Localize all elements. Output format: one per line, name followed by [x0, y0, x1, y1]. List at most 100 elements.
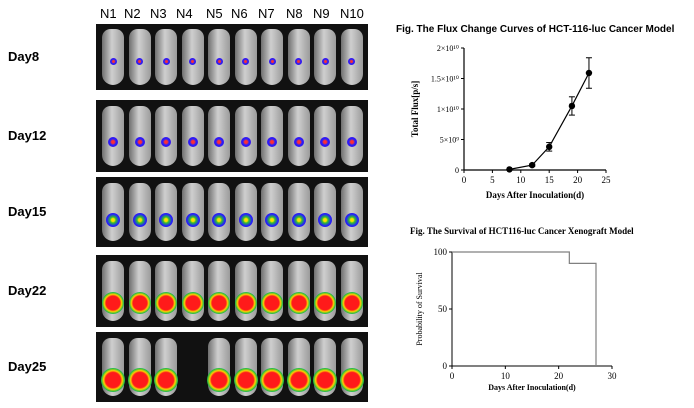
data-point — [506, 166, 513, 173]
x-axis-label: Days After Inoculation(d) — [488, 383, 576, 392]
mouse — [234, 260, 257, 322]
mouse — [314, 260, 336, 322]
x-tick-label: 20 — [573, 175, 583, 185]
mouse — [314, 182, 336, 242]
mouse — [260, 337, 284, 397]
x-axis-label: Days After Inoculation(d) — [486, 190, 584, 200]
survival-line — [452, 251, 597, 366]
x-tick-label: 25 — [602, 175, 612, 185]
mouse — [102, 105, 124, 167]
mouse — [314, 105, 336, 167]
mouse — [208, 105, 230, 167]
tumor-signal — [214, 137, 224, 148]
tumor-signal — [185, 213, 200, 228]
column-label: N9 — [313, 6, 330, 21]
mouse — [286, 337, 311, 397]
tumor-signal — [208, 292, 230, 315]
mouse — [154, 337, 178, 397]
mouse — [102, 182, 124, 242]
x-tick-label: 0 — [462, 175, 467, 185]
tumor-signal — [127, 368, 152, 393]
column-label: N5 — [206, 6, 223, 21]
imaging-panel — [96, 332, 368, 402]
mouse — [287, 260, 310, 322]
tumor-signal — [314, 292, 336, 315]
mouse — [287, 105, 310, 167]
mouse — [234, 105, 257, 167]
mouse — [181, 105, 204, 167]
day-label: Day8 — [8, 49, 40, 64]
x-tick-label: 30 — [608, 371, 618, 381]
x-tick-label: 0 — [450, 371, 455, 381]
tumor-signal — [212, 213, 226, 228]
y-tick-label: 0 — [455, 166, 459, 175]
mouse — [128, 182, 151, 242]
tumor-signal — [161, 137, 171, 148]
tumor-signal — [102, 292, 124, 315]
tumor-signal — [313, 368, 337, 393]
mouse — [155, 260, 177, 322]
mouse — [340, 105, 363, 167]
mouse — [313, 337, 337, 397]
mouse — [287, 182, 310, 242]
column-label: N1 — [100, 6, 117, 21]
day-label: Day15 — [8, 204, 47, 219]
day-label: Day25 — [8, 359, 47, 374]
mouse — [208, 29, 230, 85]
tumor-signal — [240, 137, 251, 148]
survival-chart: 0 10 20 30 0 50 100 Days After Inoculation(d) Pr… — [415, 247, 618, 392]
y-tick-label: 1×10¹⁰ — [437, 105, 459, 114]
mouse — [287, 29, 310, 85]
imaging-panel — [96, 177, 368, 247]
tumor-signal — [242, 58, 249, 66]
tumor-signal — [215, 58, 223, 66]
tumor-signal — [260, 368, 284, 393]
y-tick-label: 1.5×10¹⁰ — [431, 75, 459, 84]
tumor-signal — [128, 292, 151, 315]
x-tick-label: 10 — [516, 175, 526, 185]
tumor-signal — [136, 58, 143, 66]
tumor-signal — [287, 292, 310, 315]
column-label: N3 — [150, 6, 167, 21]
tumor-signal — [154, 368, 178, 393]
y-tick-label: 50 — [438, 304, 448, 314]
mouse — [128, 260, 151, 322]
data-point — [528, 161, 536, 169]
tumor-signal — [265, 213, 279, 228]
mouse — [128, 29, 151, 85]
tumor-signal — [101, 368, 125, 393]
tumor-signal — [189, 58, 196, 66]
mouse — [340, 260, 363, 322]
mouse — [207, 337, 231, 397]
y-tick-label: 2×10¹⁰ — [437, 44, 459, 53]
tumor-signal — [187, 137, 198, 148]
tumor-signal — [159, 213, 173, 228]
tumor-signal — [321, 58, 329, 66]
tumor-signal — [318, 213, 332, 228]
tumor-signal — [286, 368, 311, 393]
tumor-signal — [295, 58, 302, 66]
y-axis-label: Total Flux[p/s] — [410, 81, 420, 137]
tumor-signal — [132, 213, 147, 228]
mouse — [127, 337, 152, 397]
column-label: N7 — [258, 6, 275, 21]
day-label: Day12 — [8, 128, 47, 143]
day-label: Day22 — [8, 283, 47, 298]
column-label: N4 — [176, 6, 193, 21]
tumor-signal — [320, 137, 330, 148]
mouse — [102, 260, 124, 322]
column-label: N10 — [340, 6, 364, 21]
imaging-panel — [96, 255, 368, 327]
mouse — [340, 182, 363, 242]
flux-chart-title: Fig. The Flux Change Curves of HCT-116-l… — [396, 24, 675, 35]
tumor-signal — [233, 368, 258, 393]
flux-line — [509, 72, 590, 170]
mouse — [234, 182, 257, 242]
x-tick-label: 20 — [554, 371, 564, 381]
y-tick-label: 5×10⁹ — [440, 136, 460, 145]
tumor-signal — [344, 213, 359, 228]
imaging-panel — [96, 100, 368, 172]
tumor-signal — [267, 137, 277, 148]
mouse — [181, 182, 204, 242]
tumor-signal — [348, 58, 355, 66]
